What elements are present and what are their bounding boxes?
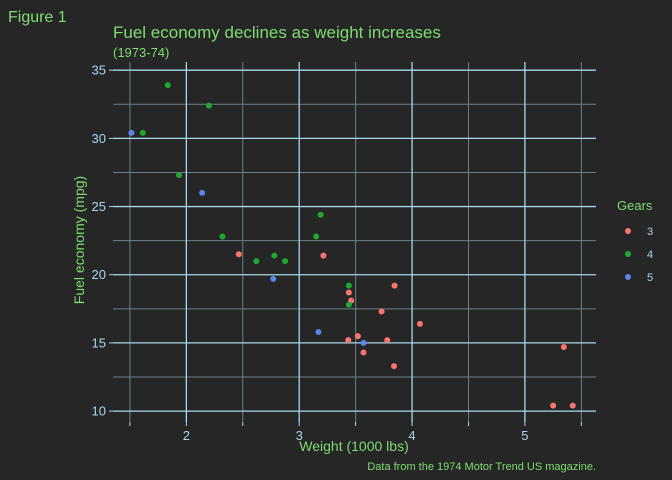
legend-key-gears-4 [625,251,631,257]
legend-label-gears-5: 5 [647,272,653,284]
data-point-gears-4 [164,82,171,89]
data-point-gears-5 [128,129,135,136]
data-point-gears-5 [315,329,322,335]
data-point-gears-4 [139,129,146,136]
data-point-gears-3 [569,402,576,409]
data-point-gears-4 [219,233,226,240]
data-point-gears-3 [235,251,242,258]
data-point-gears-3 [560,344,567,350]
data-point-gears-4 [282,258,289,265]
y-axis-title: Fuel economy (mpg) [71,176,87,304]
data-point-gears-4 [253,258,260,265]
legend-label-gears-4: 4 [647,249,653,261]
y-tick-label: 30 [92,131,106,146]
data-point-gears-4 [176,172,183,179]
data-point-gears-4 [205,102,212,109]
data-point-gears-3 [378,308,385,315]
data-point-gears-3 [550,402,557,409]
x-tick-label: 4 [408,428,415,443]
x-axis-title: Weight (1000 lbs) [299,438,408,454]
data-point-gears-3 [390,363,397,370]
data-point-gears-3 [384,337,391,344]
legend-label-gears-3: 3 [647,226,653,238]
data-point-gears-4 [317,211,324,218]
y-tick-label: 10 [92,404,106,419]
data-point-gears-3 [345,289,352,296]
data-point-gears-3 [360,349,367,356]
y-tick-label: 35 [92,63,106,78]
chart-subtitle: (1973-74) [113,45,169,60]
legend: Gears 3 4 5 [617,198,653,284]
data-point-gears-5 [360,339,367,346]
data-point-gears-3 [345,337,352,344]
axes-layer: 10 15 20 25 30 35 2 3 4 5 [92,63,582,443]
x-tick-label: 2 [183,428,190,443]
data-point-gears-3 [354,333,361,340]
data-point-gears-3 [416,320,423,327]
data-point-gears-5 [199,189,206,196]
y-tick-label: 25 [92,199,106,214]
data-point-gears-3 [320,252,327,259]
data-point-gears-3 [391,282,398,289]
y-tick-label: 20 [92,267,106,282]
data-point-gears-4 [345,301,352,308]
data-point-gears-4 [313,233,320,240]
legend-key-gears-3 [625,228,631,234]
points-layer [128,82,576,409]
legend-key-gears-5 [625,274,631,280]
chart-caption: Data from the 1974 Motor Trend US magazi… [367,461,596,473]
grid-layer [113,62,596,422]
data-point-gears-4 [345,282,352,289]
legend-title: Gears [617,198,653,213]
y-tick-label: 15 [92,335,106,350]
chart-title: Fuel economy declines as weight increase… [113,23,441,42]
data-point-gears-5 [270,275,277,282]
figure-tag: Figure 1 [8,9,67,26]
x-tick-label: 3 [296,428,303,443]
x-tick-label: 5 [521,428,528,443]
data-point-gears-4 [271,252,278,259]
